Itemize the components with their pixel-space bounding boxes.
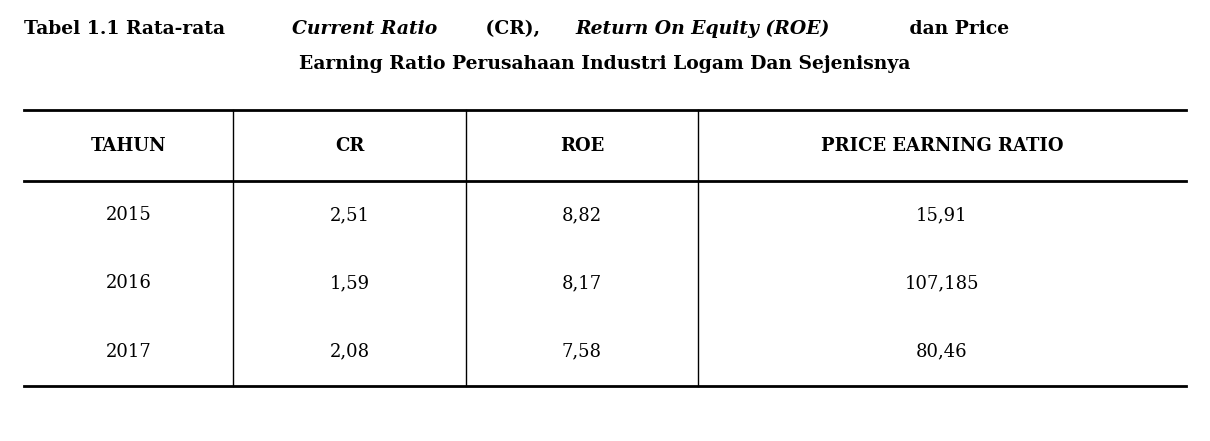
Text: (CR),: (CR),: [479, 20, 553, 37]
Text: 80,46: 80,46: [916, 343, 968, 361]
Text: ROE: ROE: [560, 137, 604, 154]
Text: 15,91: 15,91: [916, 206, 968, 224]
Text: Earning Ratio Perusahaan Industri Logam Dan Sejenisnya: Earning Ratio Perusahaan Industri Logam …: [299, 55, 911, 73]
Text: 107,185: 107,185: [905, 274, 979, 292]
Text: 2,08: 2,08: [329, 343, 369, 361]
Text: Return On Equity (ROE): Return On Equity (ROE): [575, 19, 829, 38]
Text: Tabel 1.1 Rata-rata: Tabel 1.1 Rata-rata: [24, 20, 231, 37]
Text: 2017: 2017: [105, 343, 151, 361]
Text: 2,51: 2,51: [329, 206, 369, 224]
Text: CR: CR: [335, 137, 364, 154]
Text: 1,59: 1,59: [329, 274, 369, 292]
Text: 8,82: 8,82: [561, 206, 601, 224]
Text: 7,58: 7,58: [561, 343, 601, 361]
Text: PRICE EARNING RATIO: PRICE EARNING RATIO: [820, 137, 1064, 154]
Text: Current Ratio: Current Ratio: [292, 20, 437, 37]
Text: TAHUN: TAHUN: [91, 137, 167, 154]
Text: 8,17: 8,17: [561, 274, 601, 292]
Text: 2016: 2016: [105, 274, 151, 292]
Text: 2015: 2015: [105, 206, 151, 224]
Text: dan Price: dan Price: [903, 20, 1009, 37]
